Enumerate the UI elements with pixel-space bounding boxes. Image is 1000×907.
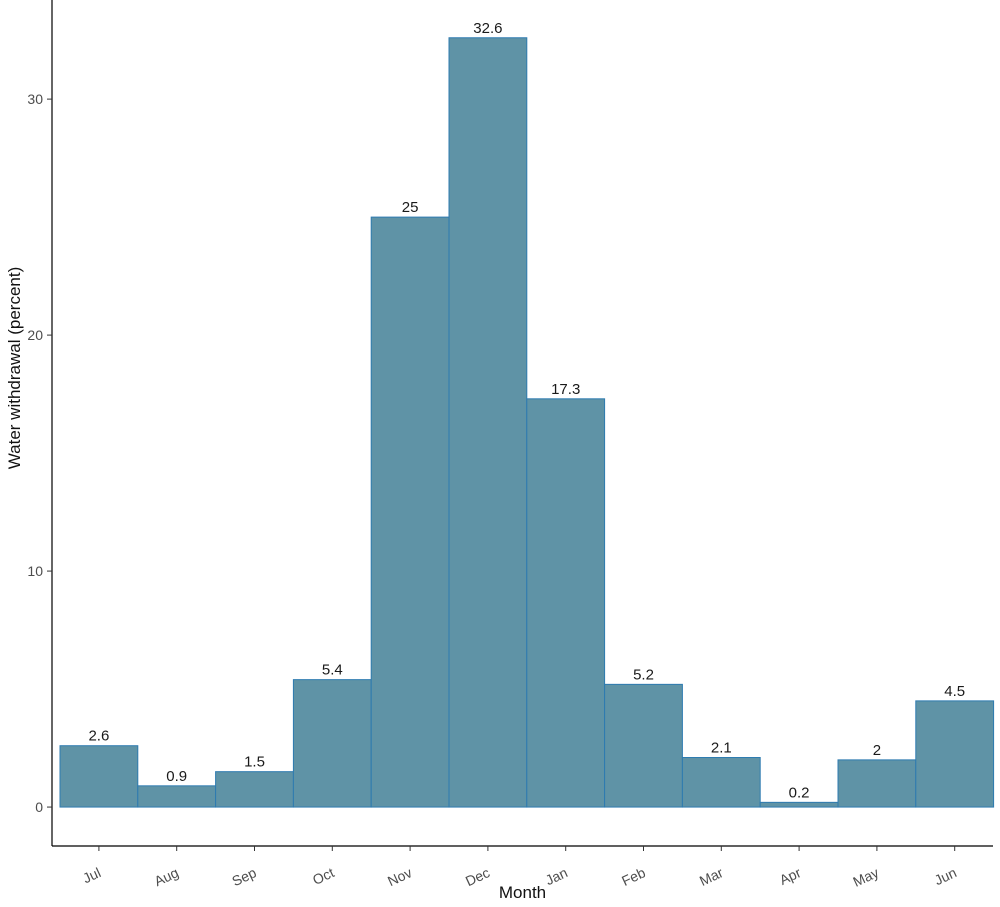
data-label-sep: 1.5 <box>244 754 265 771</box>
bar-aug <box>137 785 217 808</box>
x-tick-label: Mar <box>697 864 726 889</box>
bar-mar <box>681 757 761 808</box>
y-tick-label: 10 <box>27 563 43 579</box>
data-label-aug: 0.9 <box>166 768 187 785</box>
data-label-may: 2 <box>873 742 881 759</box>
bar-jun <box>915 700 995 808</box>
x-tick-label: Apr <box>777 864 804 888</box>
x-tick-label: May <box>850 864 881 890</box>
data-label-mar: 2.1 <box>711 740 732 757</box>
y-tick-label: 20 <box>27 327 43 343</box>
bar-sep <box>215 771 294 808</box>
x-tick-label: Oct <box>310 864 337 888</box>
bar-oct <box>292 679 372 808</box>
x-tick-label: Sep <box>229 864 259 889</box>
bar-may <box>837 759 917 808</box>
data-label-nov: 25 <box>402 199 419 216</box>
data-label-jan: 17.3 <box>551 381 580 398</box>
x-axis-title: Month <box>499 883 546 902</box>
x-tick-label: Jan <box>543 864 570 888</box>
x-tick-label: Feb <box>619 864 648 889</box>
bars-group <box>59 37 995 808</box>
data-label-dec: 32.6 <box>473 20 502 37</box>
y-tick-label: 30 <box>27 91 43 107</box>
data-label-oct: 5.4 <box>322 662 343 679</box>
bar-jan <box>526 398 606 808</box>
x-tick-label: Nov <box>385 864 414 889</box>
bar-apr <box>759 801 839 808</box>
y-axis-ticks: 0 10 20 30 <box>27 91 52 815</box>
data-label-feb: 5.2 <box>633 666 654 683</box>
x-tick-label: Jun <box>932 864 959 888</box>
x-tick-label: Dec <box>463 864 492 889</box>
x-tick-label: Jul <box>80 864 103 886</box>
bar-nov <box>370 216 450 808</box>
data-label-apr: 0.2 <box>789 784 810 801</box>
data-label-jul: 2.6 <box>88 728 109 745</box>
y-axis-title: Water withdrawal (percent) <box>5 267 24 470</box>
data-labels-group: 2.6 0.9 1.5 5.4 25 32.6 17.3 5.2 2.1 0.2 2 4.5 <box>88 20 965 802</box>
x-tick-label: Aug <box>152 864 181 889</box>
data-label-jun: 4.5 <box>944 683 965 700</box>
bar-feb <box>604 683 683 808</box>
y-tick-label: 0 <box>35 799 43 815</box>
bar-jul <box>59 745 139 808</box>
bar-dec <box>448 37 528 808</box>
